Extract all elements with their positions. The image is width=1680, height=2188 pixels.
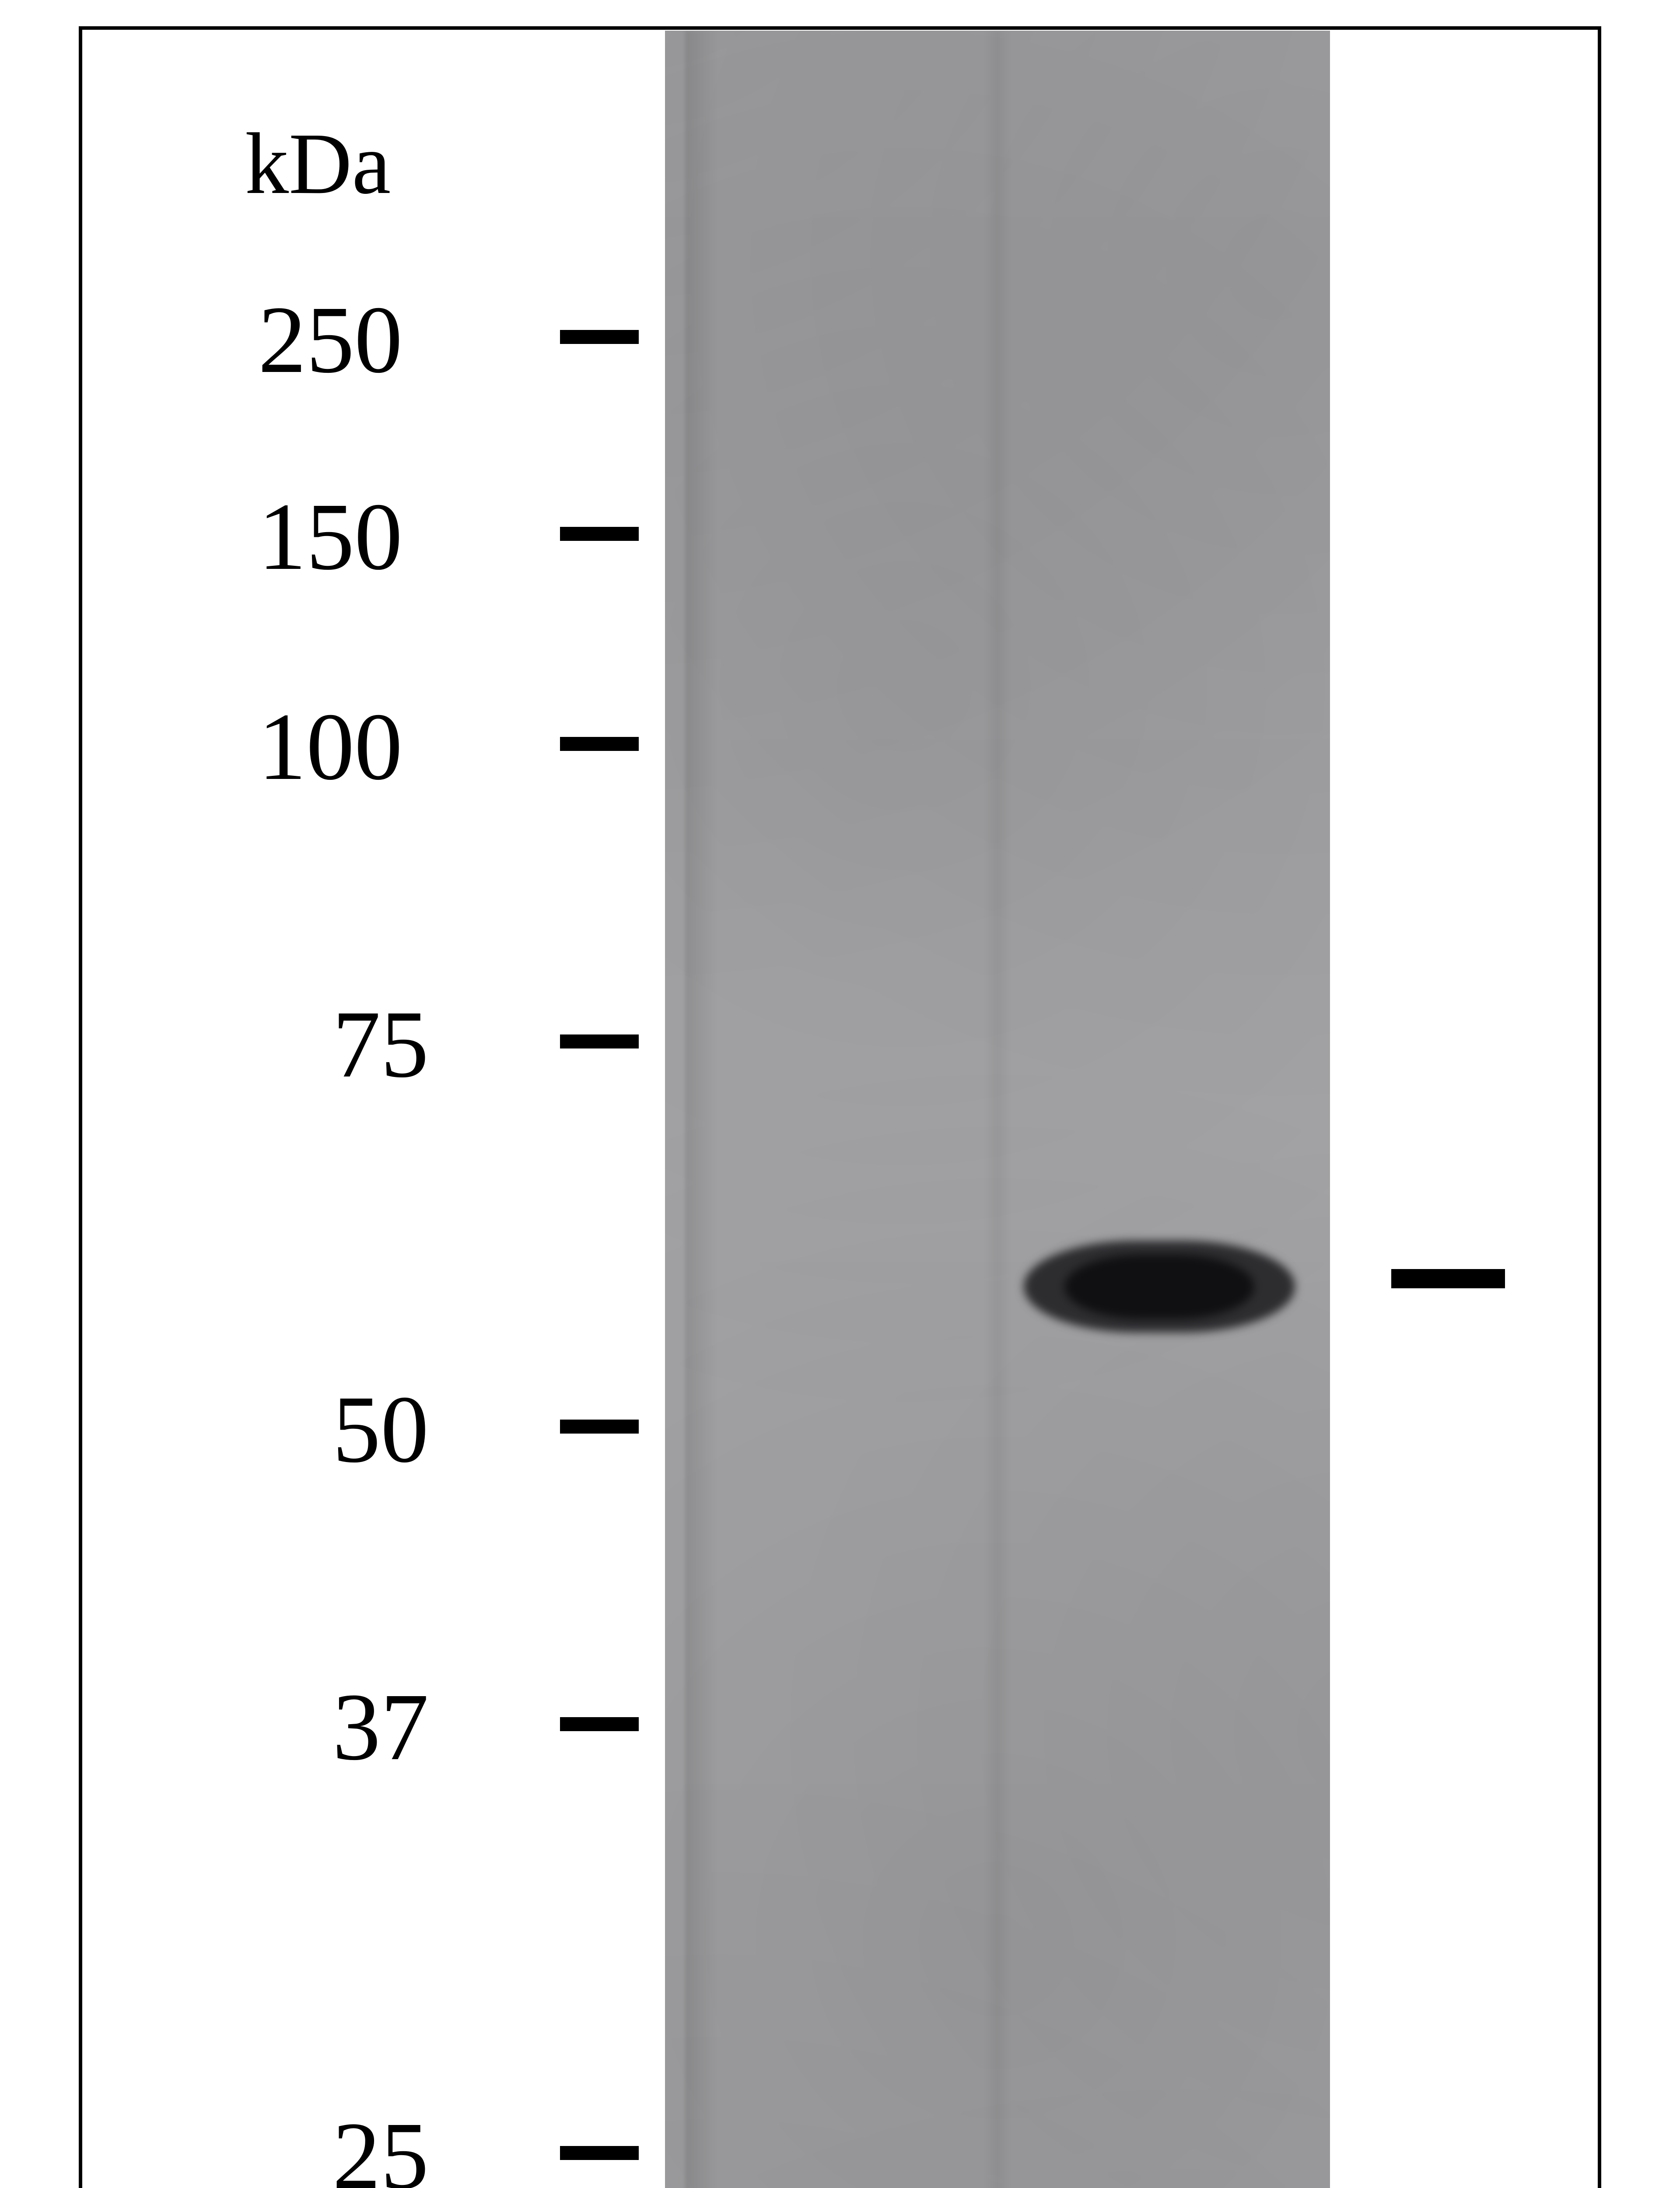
blot-panel [665, 31, 1330, 2188]
mw-tick-50 [560, 1420, 639, 1434]
protein-band-core [1064, 1255, 1254, 1319]
mw-label-50: 50 [332, 1374, 429, 1485]
mw-label-75: 75 [332, 989, 429, 1100]
mw-label-37: 37 [332, 1672, 429, 1782]
band-indicator-mark [1391, 1269, 1505, 1288]
mw-label-100: 100 [258, 691, 402, 802]
mw-tick-250 [560, 330, 639, 344]
protein-band [1024, 1241, 1295, 1332]
mw-tick-37 [560, 1717, 639, 1731]
mw-tick-150 [560, 527, 639, 541]
mw-label-250: 250 [258, 284, 402, 395]
blot-left-edge-shadow [685, 31, 738, 2188]
mw-tick-75 [560, 1034, 639, 1048]
mw-label-25: 25 [332, 2100, 429, 2188]
mw-tick-25 [560, 2146, 639, 2160]
blot-lane-divider [984, 31, 1011, 2188]
kda-unit-label: kDa [245, 114, 391, 214]
mw-label-150: 150 [258, 481, 402, 592]
mw-tick-100 [560, 737, 639, 751]
